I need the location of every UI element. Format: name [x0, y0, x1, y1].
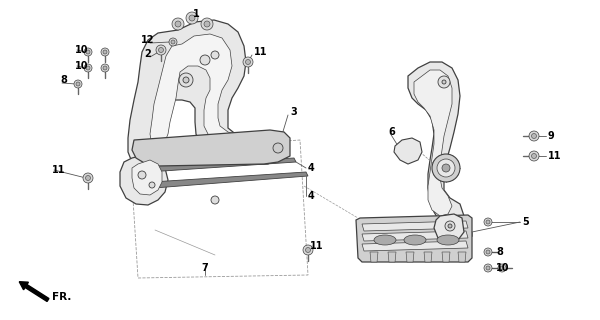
- Polygon shape: [145, 158, 296, 172]
- Circle shape: [500, 266, 504, 270]
- Circle shape: [156, 45, 166, 55]
- Circle shape: [179, 73, 193, 87]
- Circle shape: [138, 171, 146, 179]
- Circle shape: [211, 196, 219, 204]
- Circle shape: [529, 151, 539, 161]
- Circle shape: [532, 133, 536, 139]
- Text: 4: 4: [308, 191, 315, 201]
- Circle shape: [498, 264, 506, 272]
- Circle shape: [486, 220, 490, 224]
- Circle shape: [200, 55, 210, 65]
- Polygon shape: [414, 70, 452, 216]
- Polygon shape: [362, 221, 468, 231]
- Circle shape: [245, 60, 251, 65]
- Text: 6: 6: [388, 127, 395, 137]
- Circle shape: [158, 47, 163, 52]
- Circle shape: [442, 164, 450, 172]
- Polygon shape: [388, 252, 396, 262]
- Text: FR.: FR.: [52, 292, 71, 302]
- Circle shape: [83, 173, 93, 183]
- Circle shape: [529, 131, 539, 141]
- Circle shape: [103, 66, 107, 70]
- Circle shape: [86, 50, 90, 54]
- Polygon shape: [132, 130, 290, 166]
- Circle shape: [243, 57, 253, 67]
- Polygon shape: [128, 20, 278, 166]
- Polygon shape: [362, 231, 468, 241]
- Circle shape: [189, 15, 195, 21]
- Text: 3: 3: [290, 107, 297, 117]
- Polygon shape: [132, 160, 162, 195]
- Polygon shape: [120, 154, 168, 205]
- Circle shape: [201, 18, 213, 30]
- Circle shape: [149, 182, 155, 188]
- Circle shape: [172, 18, 184, 30]
- Circle shape: [84, 64, 92, 72]
- Circle shape: [169, 38, 177, 46]
- Text: 8: 8: [60, 75, 67, 85]
- Circle shape: [305, 247, 311, 252]
- Circle shape: [86, 175, 91, 180]
- Text: 4: 4: [308, 163, 315, 173]
- Circle shape: [532, 154, 536, 158]
- Text: 11: 11: [254, 47, 268, 57]
- Polygon shape: [434, 214, 464, 242]
- Text: 10: 10: [75, 45, 89, 55]
- Circle shape: [442, 80, 446, 84]
- Polygon shape: [406, 252, 414, 262]
- Text: 12: 12: [141, 35, 155, 45]
- Polygon shape: [442, 252, 450, 262]
- Text: 10: 10: [496, 263, 509, 273]
- Text: 11: 11: [310, 241, 323, 251]
- Circle shape: [74, 80, 82, 88]
- Circle shape: [445, 221, 455, 231]
- Circle shape: [432, 154, 460, 182]
- Circle shape: [171, 40, 175, 44]
- Text: 9: 9: [548, 131, 555, 141]
- Text: 11: 11: [548, 151, 562, 161]
- Text: 11: 11: [52, 165, 65, 175]
- Circle shape: [103, 50, 107, 54]
- Polygon shape: [356, 215, 472, 262]
- Circle shape: [101, 64, 109, 72]
- Ellipse shape: [437, 235, 459, 245]
- Ellipse shape: [374, 235, 396, 245]
- Circle shape: [484, 218, 492, 226]
- Polygon shape: [150, 34, 264, 152]
- Circle shape: [86, 66, 90, 70]
- Polygon shape: [408, 62, 464, 226]
- FancyArrow shape: [19, 282, 49, 301]
- Text: 5: 5: [522, 217, 529, 227]
- Circle shape: [437, 159, 455, 177]
- Circle shape: [204, 21, 210, 27]
- Circle shape: [211, 51, 219, 59]
- Circle shape: [186, 12, 198, 24]
- Text: 8: 8: [496, 247, 503, 257]
- Circle shape: [76, 82, 80, 86]
- Text: 10: 10: [75, 61, 89, 71]
- Polygon shape: [362, 241, 468, 251]
- Circle shape: [486, 250, 490, 254]
- Polygon shape: [394, 138, 422, 164]
- Circle shape: [273, 143, 283, 153]
- Circle shape: [101, 48, 109, 56]
- Text: 7: 7: [202, 263, 208, 273]
- Text: 2: 2: [145, 49, 151, 59]
- Circle shape: [484, 248, 492, 256]
- Polygon shape: [424, 252, 432, 262]
- Polygon shape: [458, 252, 466, 262]
- Circle shape: [438, 76, 450, 88]
- Circle shape: [183, 77, 189, 83]
- Circle shape: [175, 21, 181, 27]
- Text: 1: 1: [193, 9, 199, 19]
- Polygon shape: [152, 172, 308, 188]
- Polygon shape: [370, 252, 378, 262]
- Circle shape: [303, 245, 313, 255]
- Circle shape: [448, 224, 452, 228]
- Ellipse shape: [404, 235, 426, 245]
- Circle shape: [484, 264, 492, 272]
- Circle shape: [84, 48, 92, 56]
- Circle shape: [486, 266, 490, 270]
